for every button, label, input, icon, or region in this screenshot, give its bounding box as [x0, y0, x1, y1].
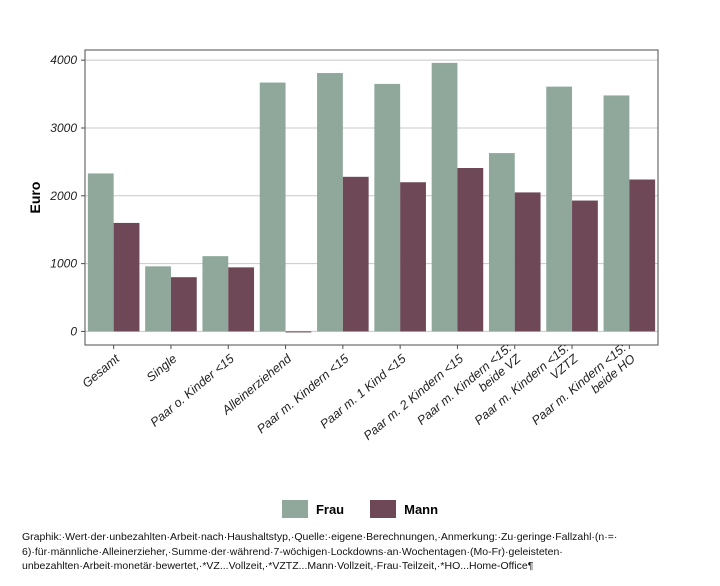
- bar-mann: [113, 222, 140, 332]
- bar-mann: [170, 277, 197, 332]
- bars: [87, 62, 656, 333]
- bar-frau: [87, 173, 114, 332]
- plot-panel-border: [84, 49, 659, 346]
- x-tick-label-line: Gesamt: [80, 351, 123, 390]
- bar-mann: [342, 176, 369, 332]
- y-tick-label: 1000: [50, 257, 77, 271]
- y-tick-label: 2000: [49, 189, 77, 203]
- bar-frau: [259, 82, 286, 332]
- bar-frau: [145, 266, 171, 332]
- y-axis-label: Euro: [27, 182, 43, 214]
- bar-mann: [514, 192, 541, 332]
- caption-line: unbezahlten·Arbeit·monetär·bewertet,·*VZ…: [22, 560, 534, 572]
- caption-line: 6)·für·männliche·Alleinerzieher,·Summe·d…: [22, 545, 563, 558]
- bar-chart: 0 1000 2000 3000 4000 Euro Gesamt Single Paar …: [27, 49, 659, 443]
- legend-swatch-mann: [370, 500, 397, 518]
- x-tick-label: Gesamt: [80, 351, 123, 390]
- x-tick-label-line: Paar m. Kindern <15:: [529, 341, 629, 428]
- bar-frau: [431, 62, 458, 332]
- bar-frau: [202, 256, 229, 332]
- bar-mann: [285, 331, 312, 333]
- bar-frau: [603, 95, 630, 332]
- y-axis: 0 1000 2000 3000 4000: [49, 53, 85, 338]
- bar-mann: [572, 200, 598, 332]
- bar-frau: [488, 153, 515, 332]
- figure-caption: Graphik:·Wert·der·unbezahlten·Arbeit·nac…: [22, 530, 702, 574]
- legend-swatch-frau: [281, 500, 308, 518]
- caption-line: Graphik:·Wert·der·unbezahlten·Arbeit·nac…: [22, 531, 618, 543]
- legend-label-frau: Frau: [315, 501, 345, 517]
- y-tick-label: 4000: [50, 53, 77, 67]
- bar-mann: [400, 182, 426, 332]
- bar-frau: [374, 83, 401, 332]
- bar-frau: [317, 73, 343, 332]
- bar-frau: [546, 86, 573, 332]
- legend: Frau Mann: [0, 498, 720, 520]
- x-tick-label-line: Single: [144, 352, 180, 385]
- y-tick-label: 3000: [50, 121, 77, 135]
- bar-mann: [228, 267, 255, 332]
- legend-item-frau: Frau: [281, 500, 345, 518]
- legend-label-mann: Mann: [404, 501, 439, 517]
- bar-mann: [457, 168, 484, 332]
- y-tick-label: 0: [70, 324, 77, 338]
- legend-item-mann: Mann: [370, 500, 438, 518]
- bar-mann: [629, 179, 656, 332]
- x-tick-label: Single: [144, 352, 180, 385]
